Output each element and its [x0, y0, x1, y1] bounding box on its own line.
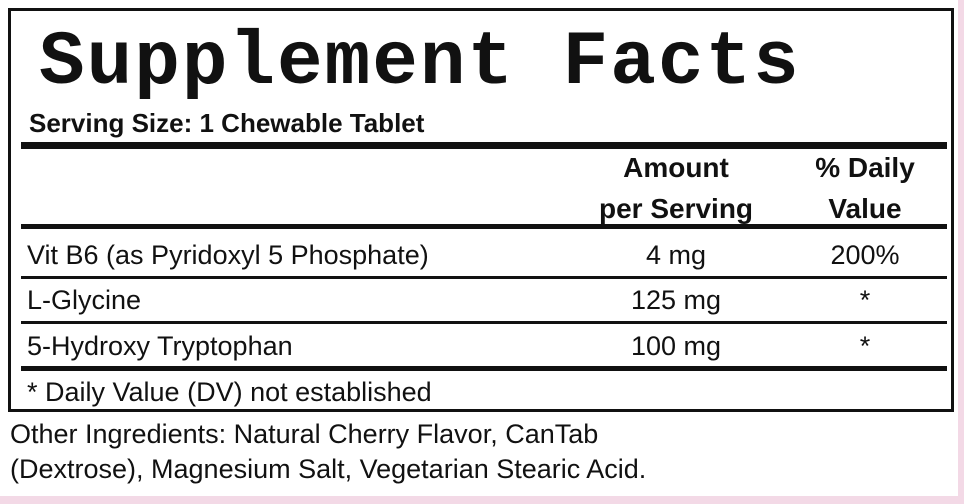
header-line: Value [828, 193, 902, 224]
nutrient-name: 5-Hydroxy Tryptophan [27, 331, 293, 361]
title: Supplement Facts [39, 20, 801, 106]
other-ingredients: (Dextrose), Magnesium Salt, Vegetarian S… [10, 454, 647, 484]
nutrient-name: L-Glycine [27, 285, 142, 315]
column-header: % Daily Value [795, 147, 935, 229]
thick-rule [21, 142, 947, 149]
header-line: Amount [623, 152, 729, 183]
other-ingredients: Other Ingredients: Natural Cherry Flavor… [10, 419, 599, 449]
thin-rule [21, 276, 947, 279]
thick-rule [21, 224, 947, 229]
footnote: * Daily Value (DV) not established [27, 377, 432, 407]
amount: 125 mg [630, 285, 722, 315]
amount: 4 mg [645, 240, 707, 270]
thin-rule [21, 321, 947, 324]
daily-value: * [859, 331, 871, 361]
thick-rule [21, 366, 947, 371]
amount: 100 mg [630, 331, 722, 361]
daily-value: * [859, 285, 871, 315]
nutrient-name: Vit B6 (as Pyridoxyl 5 Phosphate) [27, 240, 429, 270]
page-edge [958, 0, 964, 504]
facts-box: Supplement Facts Serving Size: 1 Chewabl… [8, 8, 954, 412]
daily-value: 200% [830, 240, 900, 270]
page-edge [0, 496, 964, 504]
serving-size: Serving Size: 1 Chewable Tablet [29, 108, 425, 138]
header-line: % Daily [815, 152, 915, 183]
column-header: Amount per Serving [576, 147, 776, 229]
header-line: per Serving [598, 193, 754, 224]
